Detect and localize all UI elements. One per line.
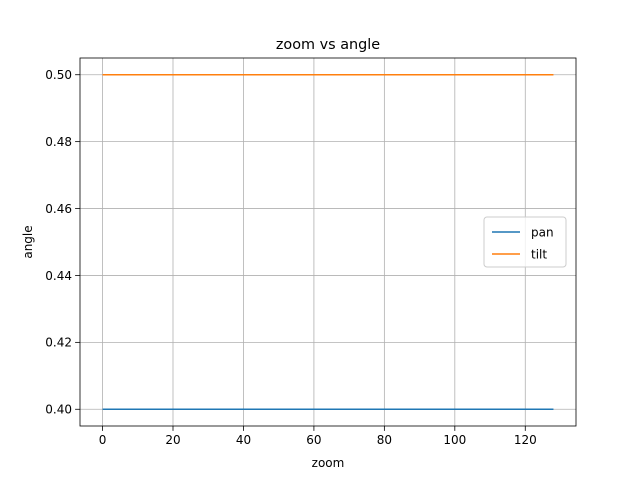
legend-label-pan: pan (531, 225, 554, 239)
x-tick-label: 120 (514, 433, 537, 447)
plot-frame (79, 57, 577, 427)
series-lines (102, 73, 554, 411)
x-tick-label: 40 (236, 433, 251, 447)
x-axis-ticks: 0 20 40 60 80 100 120 (99, 426, 537, 447)
legend-label-tilt: tilt (531, 247, 547, 261)
x-tick-label: 100 (443, 433, 466, 447)
x-tick-label: 0 (99, 433, 107, 447)
y-tick-label: 0.44 (45, 269, 72, 283)
x-tick-label: 80 (377, 433, 392, 447)
y-tick-label: 0.48 (45, 135, 72, 149)
y-tick-label: 0.50 (45, 68, 72, 82)
y-axis-ticks: 0.40 0.42 0.44 0.46 0.48 0.50 (45, 68, 80, 417)
y-tick-label: 0.40 (45, 403, 72, 417)
x-axis-label: zoom (312, 456, 345, 470)
x-tick-label: 20 (165, 433, 180, 447)
legend: pan tilt (483, 216, 567, 268)
y-tick-label: 0.46 (45, 202, 72, 216)
y-axis-label: angle (21, 225, 35, 258)
chart-title: zoom vs angle (276, 37, 380, 53)
x-tick-label: 60 (306, 433, 321, 447)
y-tick-label: 0.42 (45, 336, 72, 350)
legend-box (483, 216, 567, 268)
